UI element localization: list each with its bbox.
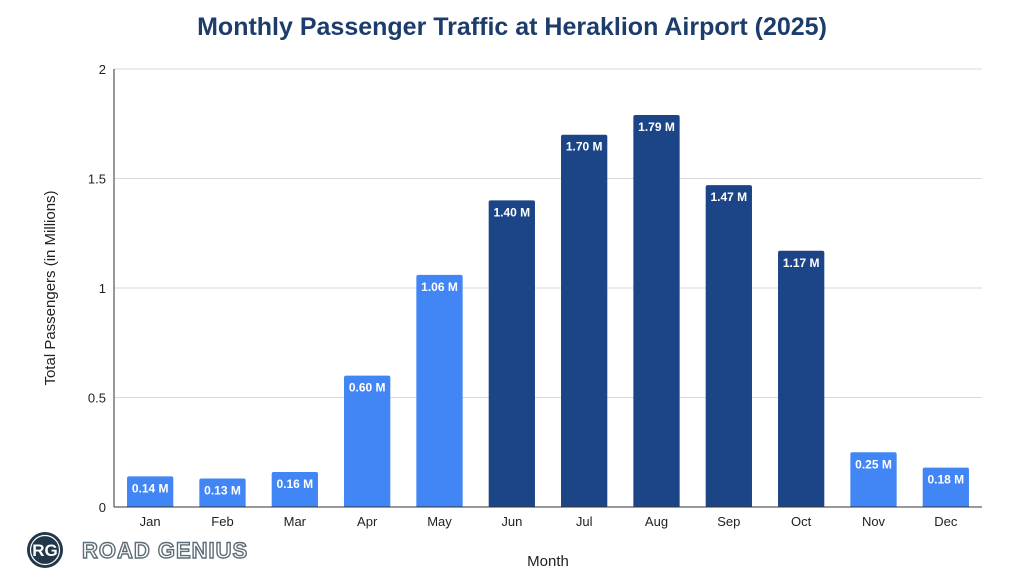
- bar-may: [416, 274, 463, 507]
- bar-data-label: 0.25 M: [855, 457, 892, 471]
- y-axis-ticks: 0 0.5 1 1.5 2: [88, 62, 106, 515]
- bar-dec: [922, 467, 969, 507]
- bar-apr: [344, 375, 391, 507]
- bar-data-label: 0.60 M: [349, 381, 386, 395]
- bars: 0.14 M 0.13 M 0.16 M 0.60 M 1.06 M 1.40 M 1.70…: [127, 114, 969, 508]
- x-tick-label: Nov: [862, 514, 886, 529]
- bar-data-label: 0.16 M: [276, 477, 313, 491]
- y-tick-label: 2: [99, 62, 106, 77]
- road-genius-logo: RG ROAD GENIUS: [27, 532, 248, 568]
- bar-sep: [705, 185, 752, 507]
- bar-data-label: 0.13 M: [204, 484, 241, 498]
- bar-data-label: 1.17 M: [783, 256, 820, 270]
- x-tick-label: Mar: [284, 514, 307, 529]
- y-tick-label: 1.5: [88, 172, 106, 187]
- bar-data-label: 1.40 M: [493, 205, 530, 219]
- bar-data-label: 1.70 M: [566, 140, 603, 154]
- x-tick-label: Apr: [357, 514, 378, 529]
- logo-circle-icon: [27, 532, 63, 568]
- gridlines: [114, 68, 982, 398]
- x-tick-label: Jul: [576, 514, 593, 529]
- x-tick-label: Dec: [934, 514, 958, 529]
- logo-text: ROAD GENIUS: [82, 538, 248, 563]
- bar-jan: [127, 476, 174, 507]
- bar-data-label: 1.47 M: [710, 190, 747, 204]
- y-tick-label: 0.5: [88, 391, 106, 406]
- x-tick-label: Feb: [211, 514, 233, 529]
- x-tick-label: Jan: [140, 514, 161, 529]
- y-tick-label: 0: [99, 500, 106, 515]
- x-tick-label: Jun: [501, 514, 522, 529]
- x-tick-label: Oct: [791, 514, 812, 529]
- x-tick-label: May: [427, 514, 452, 529]
- y-tick-label: 1: [99, 281, 106, 296]
- bar-jun: [488, 200, 535, 507]
- bar-aug: [633, 114, 680, 508]
- bar-jul: [561, 134, 608, 507]
- logo-initials: RG: [32, 541, 58, 560]
- bar-data-label: 0.18 M: [927, 473, 964, 487]
- bar-nov: [850, 452, 897, 507]
- bar-data-label: 1.06 M: [421, 280, 458, 294]
- x-axis-label: Month: [527, 553, 569, 570]
- logo-ring: [29, 534, 61, 566]
- bar-oct: [778, 250, 825, 507]
- bar-feb: [199, 478, 246, 507]
- x-axis-ticks: Jan Feb Mar Apr May Jun Jul Aug Sep Oct Nov Dec: [140, 514, 958, 529]
- bar-data-label: 1.79 M: [638, 120, 675, 134]
- bar-data-label: 0.14 M: [132, 481, 169, 495]
- bar-mar: [271, 471, 318, 507]
- chart-title: Monthly Passenger Traffic at Heraklion A…: [197, 13, 827, 41]
- y-axis-label: Total Passengers (in Millions): [42, 190, 59, 385]
- x-tick-label: Aug: [645, 514, 668, 529]
- x-tick-label: Sep: [717, 514, 740, 529]
